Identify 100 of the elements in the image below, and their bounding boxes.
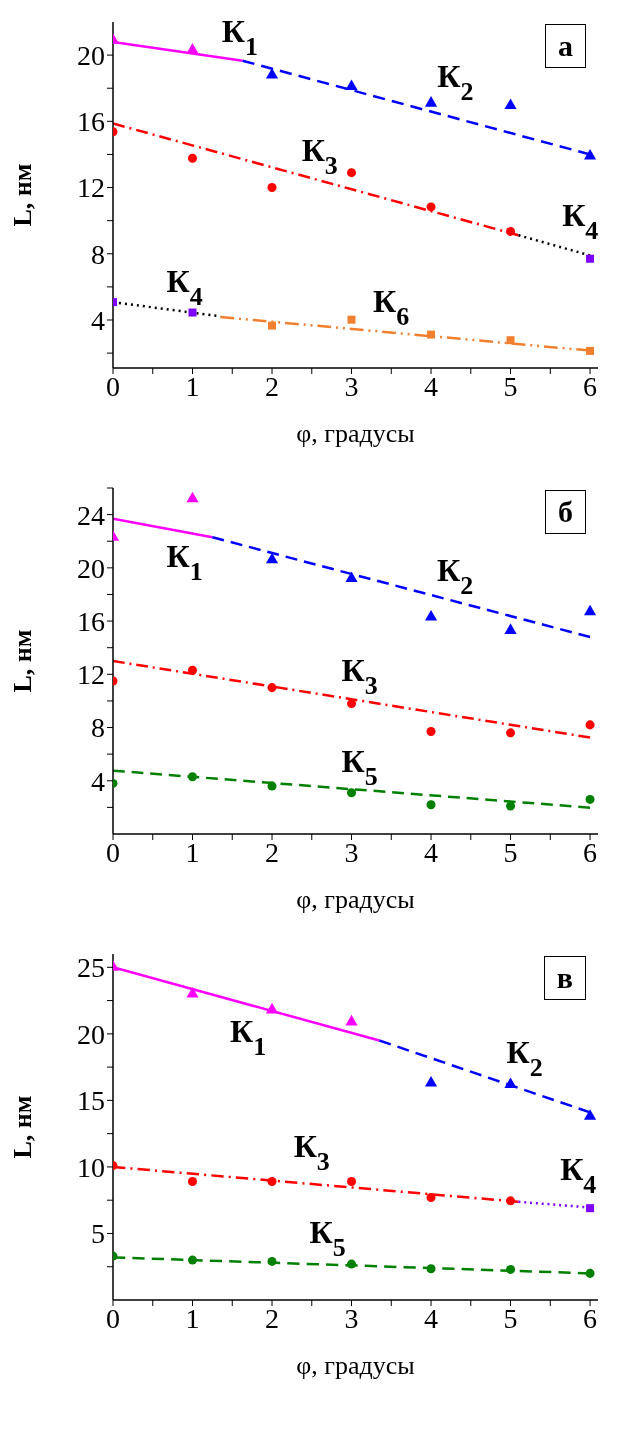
point bbox=[585, 1268, 595, 1278]
series-label: К$_{2}$ bbox=[437, 57, 474, 107]
point bbox=[347, 1259, 357, 1269]
series-label: К$_{4}$ bbox=[166, 263, 203, 312]
y-tick-label: 15 bbox=[77, 1085, 105, 1117]
x-tick-label: 6 bbox=[583, 1302, 598, 1334]
point bbox=[187, 153, 198, 163]
point bbox=[585, 794, 595, 804]
x-tick-label: 2 bbox=[265, 1302, 280, 1334]
point bbox=[268, 321, 277, 330]
y-tick-label: 5 bbox=[91, 1218, 105, 1250]
point bbox=[426, 800, 436, 810]
annotation: б bbox=[545, 490, 586, 534]
point bbox=[506, 728, 516, 738]
point bbox=[426, 202, 436, 212]
point bbox=[345, 79, 358, 91]
point bbox=[586, 254, 595, 263]
x-tick-label: 4 bbox=[424, 836, 439, 868]
point bbox=[427, 330, 436, 339]
y-tick-label: 20 bbox=[77, 40, 105, 72]
point bbox=[267, 781, 277, 791]
series-label: К$_{2}$ bbox=[506, 1034, 543, 1083]
x-tick-label: 1 bbox=[185, 1302, 200, 1334]
x-tick-label: 2 bbox=[265, 370, 280, 402]
x-tick-label: 4 bbox=[424, 370, 439, 402]
series-label: К$_{5}$ bbox=[341, 743, 378, 792]
point bbox=[188, 308, 197, 317]
y-tick-label: 16 bbox=[77, 606, 105, 638]
point bbox=[347, 699, 357, 709]
series-label: К$_{1}$ bbox=[230, 1013, 267, 1062]
series-label: К$_{3}$ bbox=[301, 132, 338, 181]
point bbox=[345, 1014, 358, 1026]
point bbox=[424, 610, 438, 621]
point bbox=[585, 720, 595, 730]
series-label: К$_{3}$ bbox=[293, 1128, 330, 1177]
series-label: К$_{1}$ bbox=[166, 538, 203, 587]
x-tick-label: 0 bbox=[106, 1302, 120, 1334]
y-tick-label: 12 bbox=[77, 172, 105, 204]
point bbox=[267, 1256, 277, 1266]
point bbox=[187, 1255, 198, 1265]
point bbox=[347, 1177, 357, 1187]
series-label: К$_{2}$ bbox=[437, 552, 474, 601]
y-axis-title: L, нм bbox=[8, 163, 38, 227]
y-tick-label: 16 bbox=[77, 106, 105, 138]
x-tick-label: 4 bbox=[424, 1302, 439, 1334]
point bbox=[424, 1076, 438, 1087]
annotation: а bbox=[545, 24, 586, 68]
x-tick-label: 0 bbox=[106, 370, 120, 402]
x-tick-label: 3 bbox=[344, 1302, 359, 1334]
point bbox=[583, 1109, 597, 1120]
x-axis-title: φ, градусы bbox=[296, 1351, 415, 1380]
point bbox=[187, 772, 198, 782]
point bbox=[347, 788, 357, 798]
series-label: К$_{4}$ bbox=[560, 1150, 597, 1200]
x-tick-label: 1 bbox=[185, 370, 200, 402]
point bbox=[345, 571, 358, 582]
series-label: К$_{1}$ bbox=[221, 13, 258, 62]
point bbox=[586, 1204, 595, 1213]
x-tick-label: 1 bbox=[185, 836, 200, 868]
y-tick-label: 10 bbox=[77, 1151, 105, 1183]
point bbox=[265, 552, 279, 564]
point bbox=[347, 315, 356, 324]
y-tick-label: 24 bbox=[77, 499, 105, 531]
series-label: К$_{6}$ bbox=[373, 283, 410, 332]
x-tick-label: 5 bbox=[503, 1302, 518, 1334]
y-tick-label: 8 bbox=[91, 712, 105, 744]
point bbox=[347, 168, 357, 178]
x-tick-label: 6 bbox=[583, 370, 598, 402]
x-tick-label: 3 bbox=[344, 370, 359, 402]
x-axis-title: φ, градусы bbox=[296, 419, 415, 448]
point bbox=[265, 1002, 279, 1014]
y-tick-label: 12 bbox=[77, 659, 105, 691]
x-tick-label: 0 bbox=[106, 836, 120, 868]
point bbox=[267, 183, 277, 193]
y-tick-label: 20 bbox=[77, 552, 105, 584]
x-axis-title: φ, градусы bbox=[296, 885, 415, 914]
series-label: К$_{3}$ bbox=[341, 652, 378, 701]
point bbox=[187, 665, 198, 675]
point bbox=[426, 727, 436, 737]
point bbox=[265, 67, 279, 79]
point bbox=[504, 1077, 517, 1088]
x-tick-label: 2 bbox=[265, 836, 280, 868]
x-tick-label: 3 bbox=[344, 836, 359, 868]
point bbox=[506, 1196, 516, 1206]
point bbox=[267, 683, 277, 693]
x-tick-label: 5 bbox=[503, 370, 518, 402]
point bbox=[506, 226, 516, 236]
y-tick-label: 4 bbox=[91, 765, 105, 797]
point bbox=[504, 623, 517, 634]
point bbox=[267, 1177, 277, 1187]
y-axis-title: L, нм bbox=[8, 629, 38, 693]
point bbox=[586, 346, 595, 355]
point bbox=[583, 604, 597, 616]
point bbox=[506, 801, 516, 811]
point bbox=[506, 1264, 516, 1274]
point bbox=[426, 1264, 436, 1274]
y-axis-title: L, нм bbox=[8, 1095, 38, 1159]
x-tick-label: 6 bbox=[583, 836, 598, 868]
point bbox=[506, 336, 515, 345]
y-tick-label: 25 bbox=[77, 952, 105, 984]
